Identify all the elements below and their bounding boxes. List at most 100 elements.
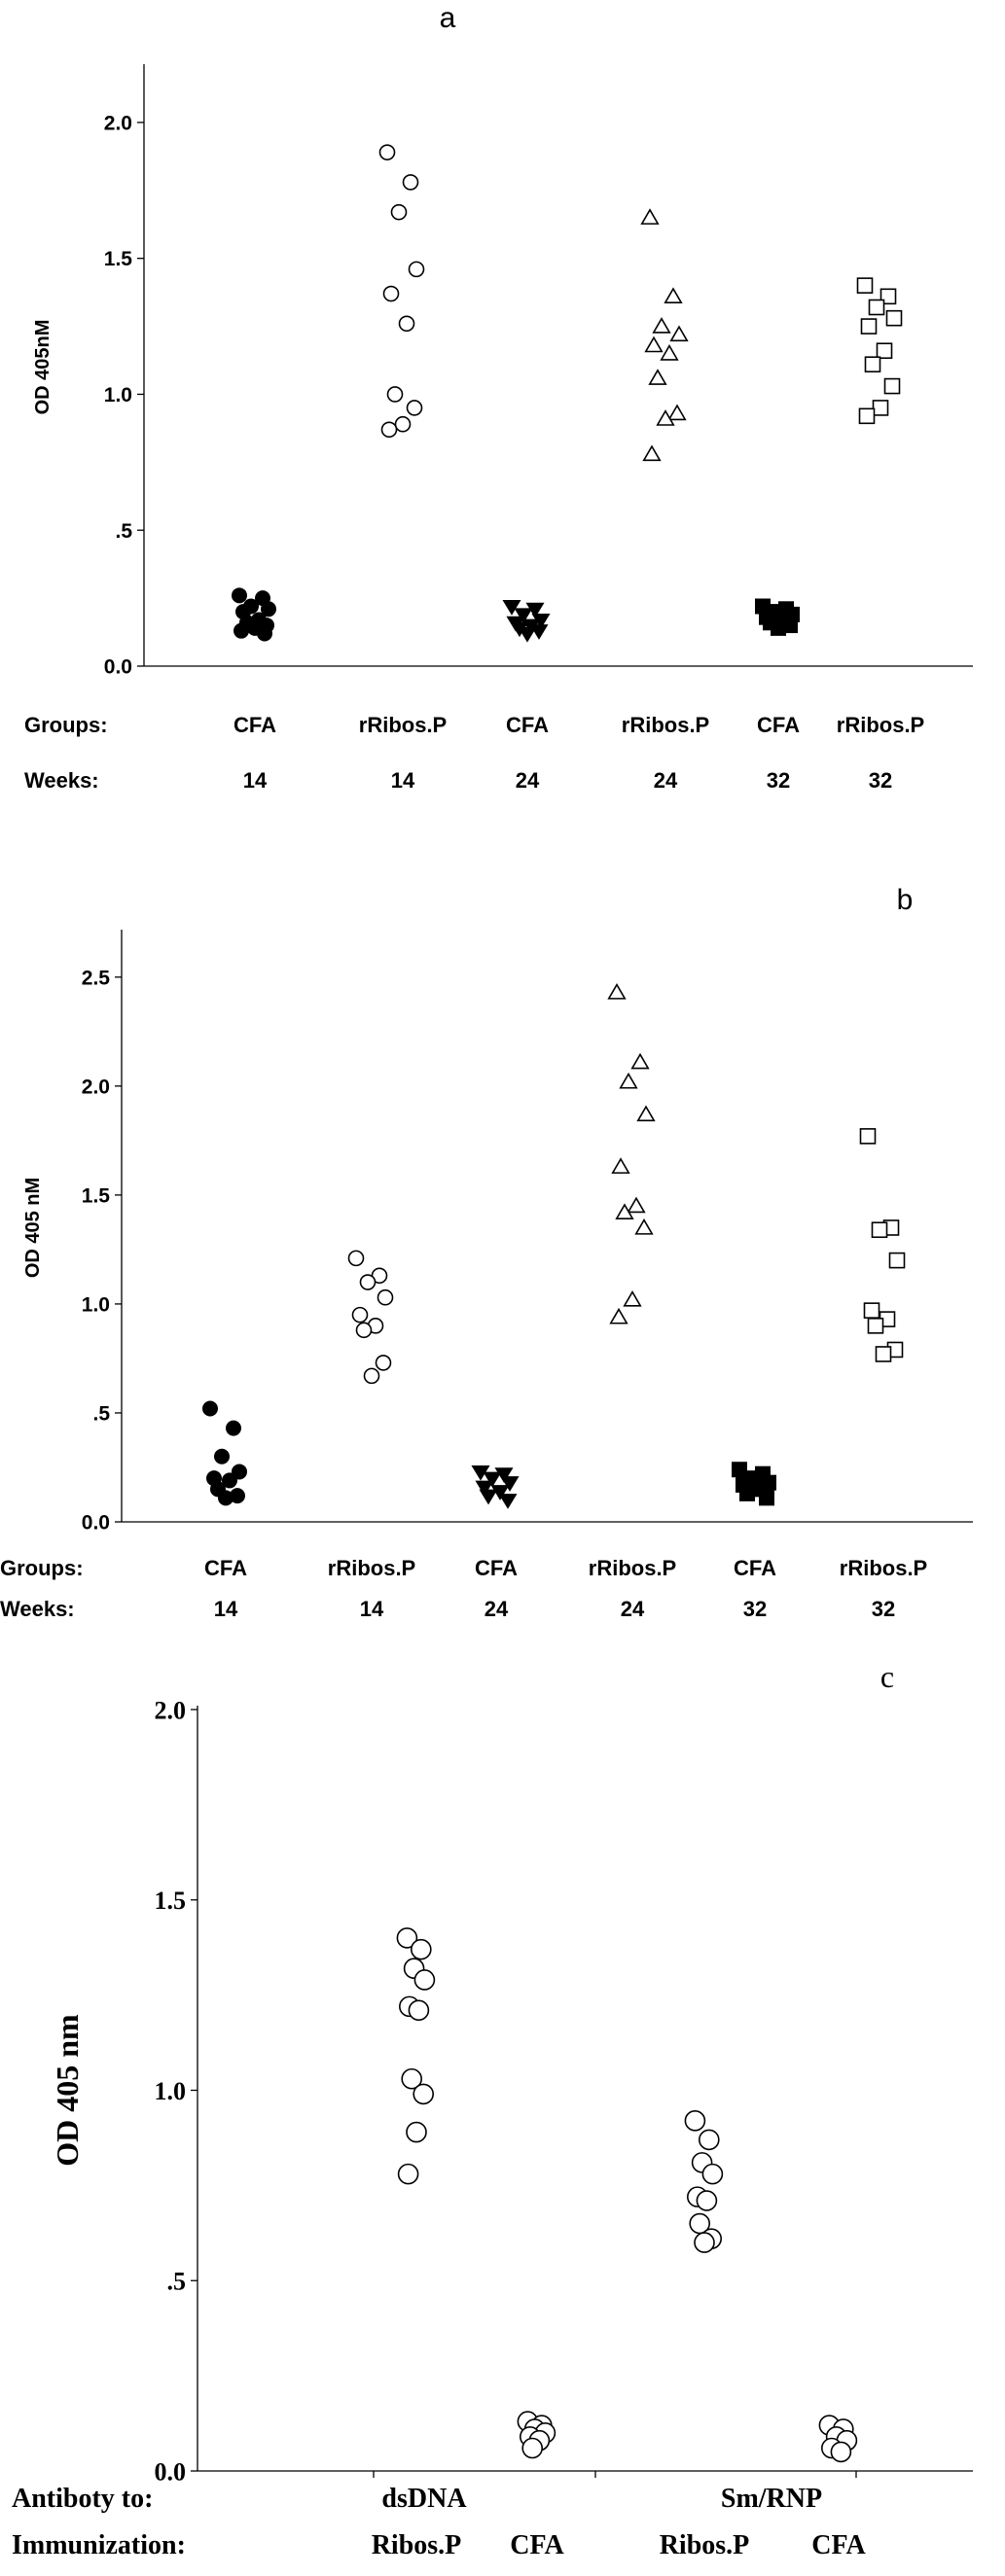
data-point <box>355 1322 373 1339</box>
data-point <box>402 174 419 191</box>
data-point <box>363 1367 380 1385</box>
data-point <box>868 299 885 316</box>
data-point <box>351 1306 369 1323</box>
data-point <box>514 608 533 624</box>
data-point <box>375 1355 392 1371</box>
week-label: 14 <box>391 768 415 793</box>
group-label: CFA <box>204 1556 247 1580</box>
data-point <box>214 1448 230 1464</box>
data-point <box>867 1318 884 1334</box>
data-point <box>408 1999 430 2022</box>
y-tick-label: 1.0 <box>155 2077 187 2105</box>
data-point <box>888 1252 906 1269</box>
immunization-label: Ribos.P <box>660 2530 750 2560</box>
data-point <box>218 1490 233 1506</box>
data-point <box>607 983 627 1000</box>
data-point <box>232 587 247 604</box>
data-point <box>694 2232 715 2253</box>
antibody-label: dsDNA <box>381 2484 467 2514</box>
y-tick-label: .5 <box>167 2268 187 2296</box>
data-point <box>640 208 660 225</box>
data-point <box>698 2129 720 2151</box>
data-point <box>660 344 679 361</box>
data-point <box>406 400 423 416</box>
data-point <box>652 317 671 334</box>
y-axis-title: OD 405 nM <box>22 1178 44 1278</box>
data-point <box>619 1072 638 1089</box>
panel-label-b: b <box>897 884 914 916</box>
immunization-label: CFA <box>510 2530 564 2560</box>
week-label: 14 <box>214 1597 238 1621</box>
row-header: Groups: <box>24 713 108 737</box>
data-point <box>732 1462 747 1478</box>
data-point <box>502 600 521 616</box>
y-tick-label: 0.0 <box>82 1512 110 1535</box>
week-label: 24 <box>516 768 540 793</box>
group-label: rRibos.P <box>359 713 447 737</box>
data-point <box>864 356 881 373</box>
data-point <box>479 1489 498 1505</box>
week-label: 24 <box>654 768 678 793</box>
data-point <box>771 619 786 636</box>
panel-label-a: a <box>440 2 456 34</box>
week-label: 24 <box>485 1597 509 1621</box>
group-label: rRibos.P <box>589 1556 676 1580</box>
data-point <box>615 1203 634 1219</box>
data-point <box>390 203 408 221</box>
data-point <box>669 325 689 342</box>
y-tick-label: 2.0 <box>104 112 132 134</box>
data-point <box>521 2437 544 2459</box>
data-point <box>222 1472 237 1489</box>
data-point <box>232 1464 247 1480</box>
data-point <box>648 369 667 385</box>
data-point <box>401 2067 423 2090</box>
row-header: Immunization: <box>12 2530 186 2560</box>
data-point <box>408 261 425 278</box>
data-point <box>830 2441 852 2463</box>
data-point <box>872 400 889 416</box>
group-label: rRibos.P <box>837 713 924 737</box>
data-point <box>611 1157 630 1174</box>
group-label: CFA <box>734 1556 776 1580</box>
data-point <box>664 287 683 303</box>
immunization-label: CFA <box>811 2530 866 2560</box>
data-point <box>398 315 415 333</box>
y-axis-title: OD 405 nm <box>50 2014 85 2167</box>
group-label: rRibos.P <box>328 1556 415 1580</box>
row-header: Weeks: <box>0 1597 75 1621</box>
group-label: rRibos.P <box>622 713 709 737</box>
week-label: 32 <box>872 1597 895 1621</box>
data-point <box>394 415 412 433</box>
y-tick-label: 1.0 <box>104 384 132 406</box>
data-point <box>636 1105 656 1122</box>
group-label: CFA <box>475 1556 518 1580</box>
panel-label-c: c <box>880 1659 894 1694</box>
data-point <box>359 1274 377 1290</box>
data-point <box>413 1969 436 1991</box>
data-point <box>623 1289 642 1307</box>
data-point <box>378 144 396 160</box>
data-point <box>483 1471 502 1488</box>
antibody-label: Sm/RNP <box>721 2484 822 2514</box>
data-point <box>859 1128 877 1145</box>
data-point <box>233 622 249 639</box>
row-header: Antiboty to: <box>12 2484 153 2514</box>
data-point <box>667 404 687 421</box>
data-point <box>257 625 272 642</box>
immunization-label: Ribos.P <box>372 2530 462 2560</box>
group-label: rRibos.P <box>840 1556 927 1580</box>
data-point <box>261 601 276 618</box>
data-point <box>382 285 400 302</box>
data-point <box>226 1420 241 1436</box>
data-point <box>860 318 878 335</box>
data-point <box>885 309 903 327</box>
y-tick-label: 2.0 <box>82 1076 110 1098</box>
data-point <box>380 421 398 439</box>
y-tick-label: .5 <box>92 1403 110 1426</box>
data-point <box>701 2163 724 2185</box>
y-tick-label: 1.5 <box>155 1887 187 1915</box>
data-point <box>475 1480 494 1497</box>
data-point <box>498 1494 518 1509</box>
data-point <box>696 2190 718 2211</box>
data-point <box>490 1485 510 1500</box>
